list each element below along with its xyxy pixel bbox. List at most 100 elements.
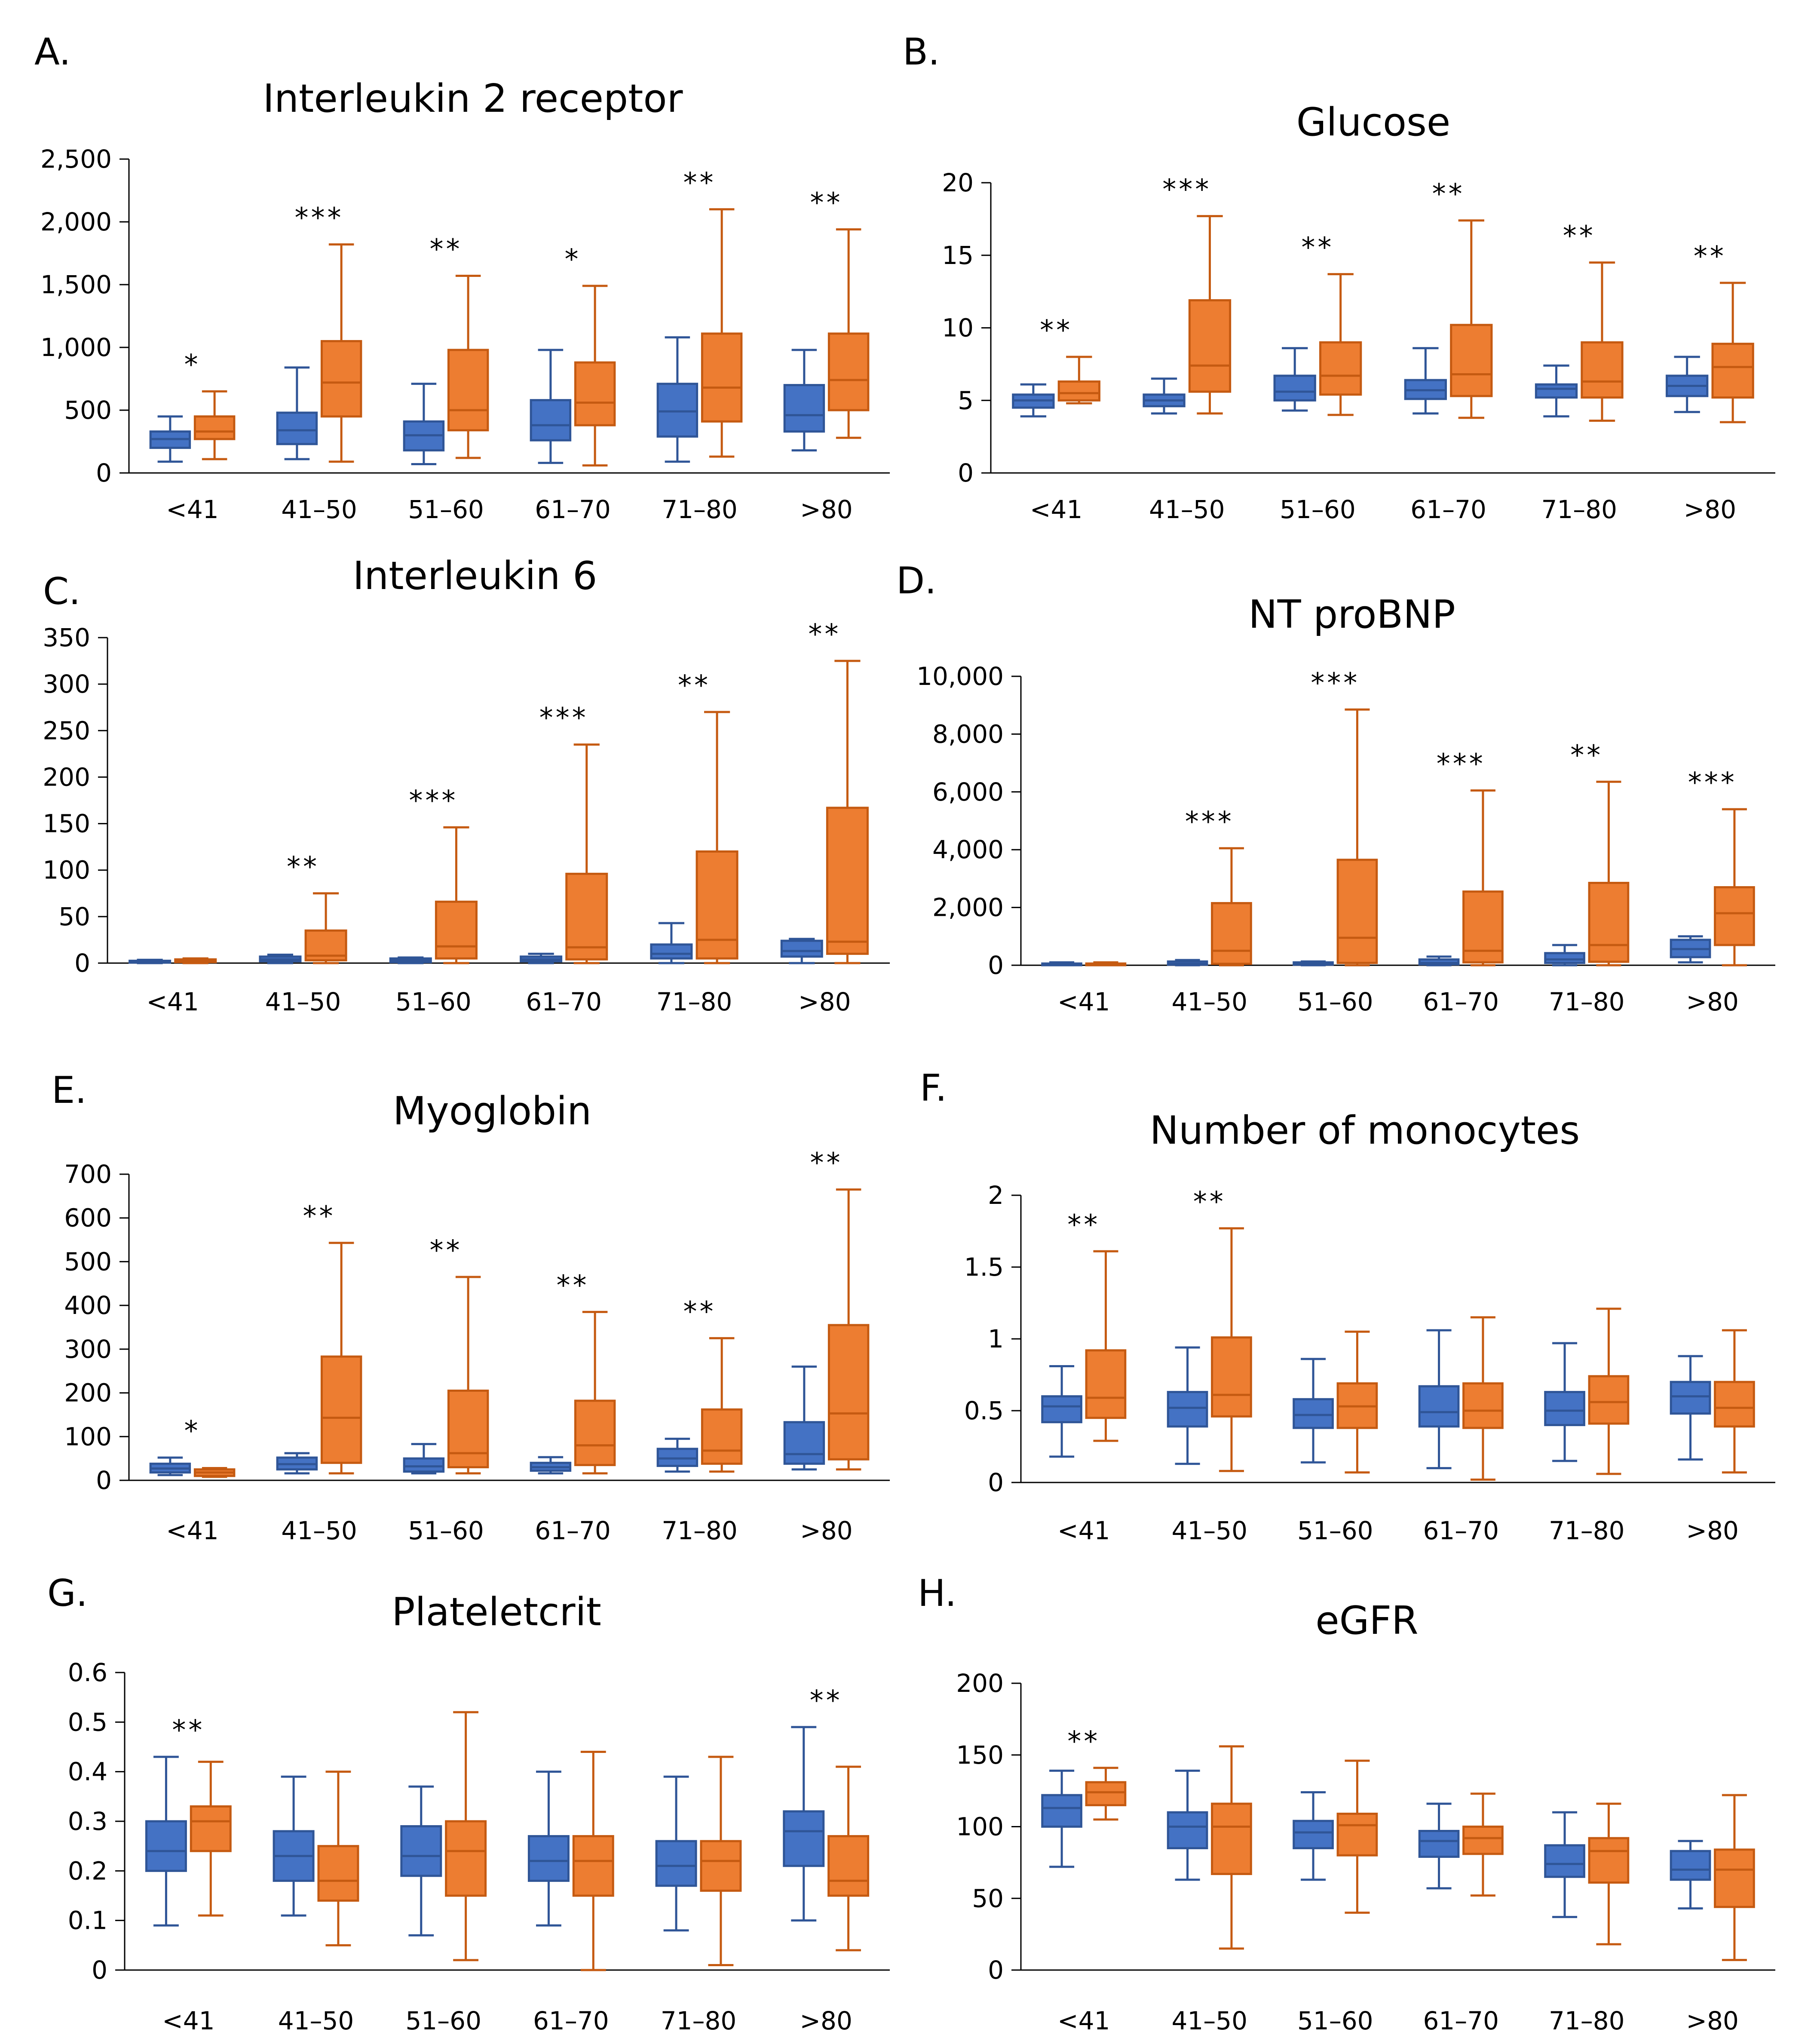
box-group1-2	[403, 383, 445, 466]
box-body	[780, 939, 823, 958]
box-group2-2	[447, 275, 489, 459]
y-tick-label: 150	[43, 809, 90, 838]
x-tick-label: 61–70	[1423, 1516, 1499, 1545]
box-body	[1711, 343, 1754, 399]
x-tick-label: 41–50	[1171, 1516, 1247, 1545]
y-tick-label: 0	[96, 1466, 112, 1495]
box-group1-1	[276, 1452, 318, 1475]
box-body	[1670, 1850, 1711, 1881]
box-body	[783, 1810, 825, 1867]
y-tick-label: 0	[74, 948, 90, 978]
significance-label: **	[303, 1201, 336, 1233]
significance-label: ***	[1688, 767, 1737, 799]
x-tick-label: <41	[1057, 987, 1110, 1016]
significance-label: **	[1563, 221, 1596, 252]
panel-letter: E.	[52, 1069, 87, 1112]
box-group1-5	[1666, 356, 1709, 413]
box-group1-2	[1293, 1791, 1334, 1881]
significance-label: ***	[295, 203, 344, 234]
box-body	[1418, 1385, 1460, 1428]
box-body	[530, 399, 572, 442]
box-body	[403, 1457, 445, 1473]
significance-label: ***	[1185, 806, 1234, 838]
box-group1-3	[1418, 955, 1460, 967]
y-tick-label: 4,000	[932, 835, 1004, 864]
box-group1-4	[656, 1437, 699, 1473]
y-tick-label: 300	[43, 669, 90, 699]
box-group2-3	[1462, 789, 1504, 967]
box-group2-5	[1714, 1329, 1755, 1474]
x-tick-label: >80	[1686, 1516, 1739, 1545]
panel-number-of-monocytes: F. Number of monocytes 0 0.5 1 1.5 2 <41 ** 41–…	[920, 1067, 1775, 1545]
box-group2-1	[320, 1242, 362, 1475]
box-group1-1	[1143, 377, 1186, 415]
y-tick-label: 0.4	[68, 1757, 107, 1786]
x-tick-label: >80	[798, 987, 851, 1016]
x-tick-label: 61–70	[535, 1516, 611, 1545]
box-group2-3	[1462, 1316, 1504, 1481]
y-tick-label: 0	[988, 951, 1004, 980]
box-body	[1211, 1802, 1252, 1875]
box-group1-1	[1167, 1346, 1208, 1465]
box-group1-5	[783, 1366, 825, 1471]
box-body	[1450, 324, 1493, 397]
panel-letter: C.	[43, 570, 80, 613]
y-tick-label: 350	[43, 623, 90, 652]
box-group2-5	[827, 1765, 870, 1952]
x-tick-label: 41–50	[278, 2006, 354, 2035]
box-body	[1293, 1820, 1334, 1850]
box-group2-3	[1462, 1792, 1504, 1897]
x-tick-label: <41	[1057, 2006, 1110, 2035]
box-group2-2	[1336, 708, 1378, 967]
x-tick-label: 61–70	[535, 495, 611, 524]
box-body	[1581, 341, 1624, 399]
significance-label: **	[810, 1685, 843, 1717]
box-group1-0	[149, 1456, 191, 1476]
y-tick-label: 50	[972, 1884, 1004, 1913]
significance-label: *	[184, 1415, 201, 1447]
box-body	[1211, 902, 1252, 965]
box-group1-2	[403, 1443, 445, 1475]
box-body	[696, 850, 738, 960]
y-tick-label: 700	[64, 1160, 112, 1189]
significance-label: **	[557, 1270, 589, 1301]
box-group1-4	[656, 336, 699, 463]
x-tick-label: 51–60	[405, 2006, 481, 2035]
x-tick-label: <41	[1057, 1516, 1110, 1545]
box-group2-1	[1188, 215, 1232, 415]
box-body	[1188, 299, 1232, 393]
box-body	[574, 361, 616, 427]
box-body	[1462, 1382, 1504, 1429]
y-tick-label: 2,500	[40, 144, 112, 174]
box-body	[574, 1399, 616, 1466]
box-group1-0	[1041, 1365, 1082, 1458]
box-body	[1273, 374, 1316, 402]
x-tick-label: 61–70	[526, 987, 602, 1016]
x-tick-label: 51–60	[1280, 495, 1356, 524]
box-body	[827, 1324, 870, 1461]
box-body	[1418, 1830, 1460, 1858]
box-group1-4	[655, 1775, 697, 1932]
x-tick-label: >80	[1686, 2006, 1739, 2035]
x-tick-label: <41	[162, 2006, 214, 2035]
y-tick-label: 0	[958, 458, 974, 488]
x-tick-label: <41	[146, 987, 199, 1016]
y-tick-label: 250	[43, 716, 90, 745]
box-group1-3	[1418, 1329, 1460, 1470]
significance-label: **	[172, 1715, 205, 1746]
box-body	[190, 1805, 232, 1852]
box-group2-3	[565, 743, 608, 964]
y-tick-label: 10	[942, 313, 974, 343]
significance-label: ***	[539, 703, 588, 734]
box-body	[783, 1421, 825, 1465]
box-body	[655, 1840, 697, 1887]
box-group1-5	[1670, 935, 1711, 964]
box-body	[1544, 1391, 1585, 1426]
box-group2-2	[1336, 1330, 1378, 1474]
y-tick-label: 300	[64, 1335, 112, 1364]
y-tick-label: 2,000	[40, 207, 112, 236]
significance-label: **	[1193, 1186, 1226, 1218]
box-group1-1	[1167, 1769, 1208, 1881]
box-group1-3	[520, 952, 563, 964]
box-body	[783, 384, 825, 433]
